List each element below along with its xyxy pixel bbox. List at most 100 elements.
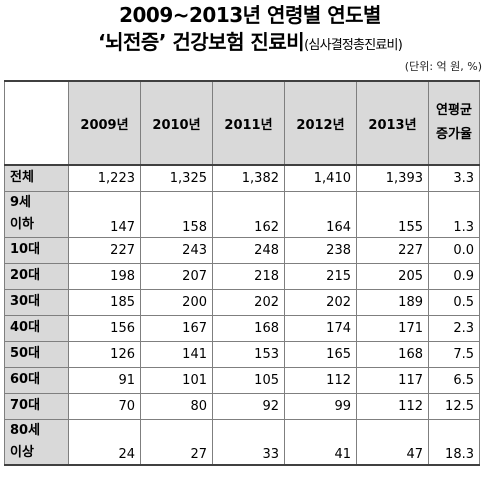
value-cell: 153 [212, 340, 285, 368]
row-label: 전체 [4, 164, 69, 192]
growth-rate-cell: 0.5 [428, 288, 480, 316]
value-cell: 189 [356, 288, 429, 316]
value-cell: 168 [212, 314, 285, 342]
header-avg-growth-line2: 증가율 [436, 127, 472, 142]
value-cell: 162 [212, 190, 285, 238]
table-row: 10대 227 243 248 238 227 0.0 [4, 236, 480, 264]
row-label-line1: 60대 [10, 372, 41, 387]
value-cell: 168 [356, 340, 429, 368]
growth-rate-cell: 7.5 [428, 340, 480, 368]
value-cell: 202 [212, 288, 285, 316]
row-label: 10대 [4, 236, 69, 264]
value-cell: 1,382 [212, 164, 285, 192]
value-cell: 1,223 [68, 164, 141, 192]
row-label-line1: 30대 [10, 294, 41, 309]
header-2010: 2010년 [140, 80, 213, 166]
row-label: 30대 [4, 288, 69, 316]
value-cell: 70 [68, 392, 141, 420]
row-label-line1: 40대 [10, 320, 41, 335]
value-cell: 41 [284, 418, 357, 466]
header-corner [4, 80, 69, 166]
value-cell: 198 [68, 262, 141, 290]
growth-rate-cell: 18.3 [428, 418, 480, 466]
row-label: 70대 [4, 392, 69, 420]
value-cell: 202 [284, 288, 357, 316]
value-cell: 227 [356, 236, 429, 264]
row-label-line1: 전체 [10, 170, 34, 186]
value-cell: 24 [68, 418, 141, 466]
value-cell: 1,410 [284, 164, 357, 192]
value-cell: 165 [284, 340, 357, 368]
table-row: 9세 이하 147 158 162 164 155 1.3 [4, 190, 480, 238]
header-2012: 2012년 [284, 80, 357, 166]
row-label-line1: 50대 [10, 346, 41, 361]
table-row: 70대 70 80 92 99 112 12.5 [4, 392, 480, 420]
value-cell: 1,393 [356, 164, 429, 192]
value-cell: 105 [212, 366, 285, 394]
row-label-line1: 9세 [10, 195, 32, 210]
value-cell: 205 [356, 262, 429, 290]
header-2009: 2009년 [68, 80, 141, 166]
value-cell: 158 [140, 190, 213, 238]
value-cell: 238 [284, 236, 357, 264]
value-cell: 1,325 [140, 164, 213, 192]
value-cell: 141 [140, 340, 213, 368]
value-cell: 185 [68, 288, 141, 316]
growth-rate-cell: 0.9 [428, 262, 480, 290]
title-line-2: ‘뇌전증’ 건강보험 진료비(심사결정총진료비) [0, 30, 500, 58]
row-label-line1: 20대 [10, 268, 41, 283]
row-label-line2: 이상 [10, 444, 34, 460]
table-row: 50대 126 141 153 165 168 7.5 [4, 340, 480, 368]
value-cell: 126 [68, 340, 141, 368]
value-cell: 215 [284, 262, 357, 290]
value-cell: 47 [356, 418, 429, 466]
value-cell: 92 [212, 392, 285, 420]
value-cell: 27 [140, 418, 213, 466]
growth-rate-cell: 0.0 [428, 236, 480, 264]
table-row: 20대 198 207 218 215 205 0.9 [4, 262, 480, 290]
value-cell: 156 [68, 314, 141, 342]
value-cell: 80 [140, 392, 213, 420]
row-label-line2: 이하 [10, 217, 34, 232]
data-table: 2009년 2010년 2011년 2012년 2013년 연평균 증가율 전체 1… [4, 80, 480, 466]
value-cell: 101 [140, 366, 213, 394]
growth-rate-cell: 1.3 [428, 190, 480, 238]
row-label-line1: 10대 [10, 242, 41, 257]
growth-rate-cell: 3.3 [428, 164, 480, 192]
value-cell: 164 [284, 190, 357, 238]
value-cell: 112 [284, 366, 357, 394]
title-line-1: 2009~2013년 연령별 연도별 [119, 3, 381, 27]
table-row: 60대 91 101 105 112 117 6.5 [4, 366, 480, 394]
value-cell: 243 [140, 236, 213, 264]
row-label-line1: 80세 [10, 422, 41, 438]
header-avg-growth-line1: 연평균 [436, 103, 472, 118]
value-cell: 33 [212, 418, 285, 466]
value-cell: 200 [140, 288, 213, 316]
table-row: 40대 156 167 168 174 171 2.3 [4, 314, 480, 342]
value-cell: 171 [356, 314, 429, 342]
value-cell: 174 [284, 314, 357, 342]
unit-note: (단위: 억 원, %) [404, 60, 482, 73]
title-main: ‘뇌전증’ 건강보험 진료비 [98, 30, 305, 54]
growth-rate-cell: 2.3 [428, 314, 480, 342]
row-label: 60대 [4, 366, 69, 394]
row-label: 20대 [4, 262, 69, 290]
value-cell: 99 [284, 392, 357, 420]
growth-rate-cell: 12.5 [428, 392, 480, 420]
value-cell: 167 [140, 314, 213, 342]
row-label-line1: 70대 [10, 398, 41, 413]
row-label: 40대 [4, 314, 69, 342]
value-cell: 112 [356, 392, 429, 420]
value-cell: 117 [356, 366, 429, 394]
table-row: 전체 1,223 1,325 1,382 1,410 1,393 3.3 [4, 164, 480, 192]
value-cell: 207 [140, 262, 213, 290]
table-row: 80세 이상 24 27 33 41 47 18.3 [4, 418, 480, 466]
value-cell: 91 [68, 366, 141, 394]
growth-rate-cell: 6.5 [428, 366, 480, 394]
row-label: 50대 [4, 340, 69, 368]
value-cell: 248 [212, 236, 285, 264]
header-2011: 2011년 [212, 80, 285, 166]
title-subtitle: (심사결정총진료비) [304, 38, 403, 53]
